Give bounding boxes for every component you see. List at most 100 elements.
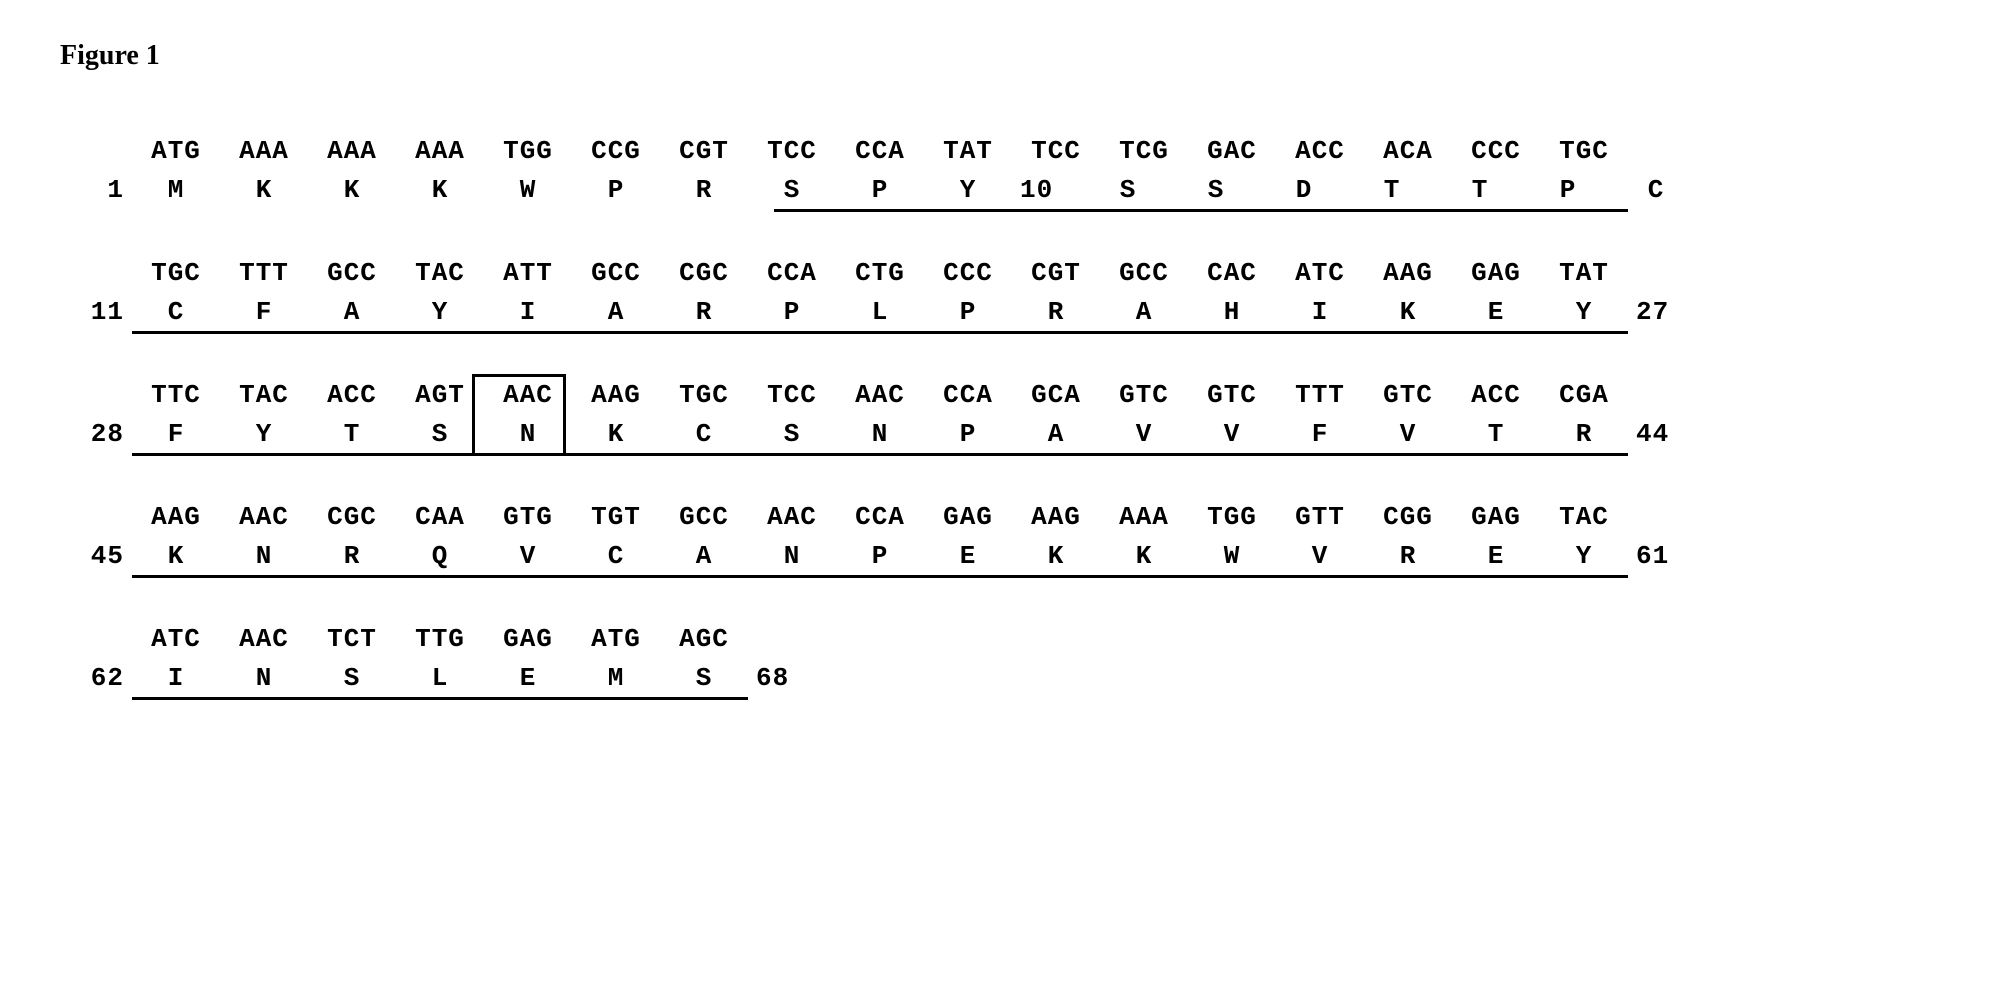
aa-cell: R: [660, 171, 748, 210]
aa-cell: W: [484, 171, 572, 210]
left-position-number: 28: [60, 415, 132, 454]
aa-cell: P: [924, 415, 1012, 454]
right-position-number: 27: [1628, 293, 1700, 332]
codon-cell: GTT: [1276, 498, 1364, 537]
codon-cell: TGC: [132, 254, 220, 293]
codon-cell: CAA: [396, 498, 484, 537]
codon-cell: GTG: [484, 498, 572, 537]
codon-cell: TTT: [1276, 376, 1364, 415]
sequence-row: ATCAACTCTTTGGAGATGAGC62INSLEMS68: [60, 620, 1948, 698]
aa-cells: INSLEMS68: [132, 659, 820, 698]
highlight-box: [472, 374, 566, 456]
codon-cell: CTG: [836, 254, 924, 293]
codon-cell: CCC: [924, 254, 1012, 293]
codon-cell: TCT: [308, 620, 396, 659]
codon-cell: AAG: [1012, 498, 1100, 537]
codon-cell: TAT: [1540, 254, 1628, 293]
codon-cell: ATG: [572, 620, 660, 659]
codon-line: ATCAACTCTTTGGAGATGAGC: [60, 620, 1948, 659]
aa-cell: I: [484, 293, 572, 332]
codon-cell: AAG: [132, 498, 220, 537]
codon-cell: GAG: [484, 620, 572, 659]
aa-line: 62INSLEMS68: [60, 659, 1948, 698]
codon-cell: CGT: [660, 132, 748, 171]
codon-cell: AAG: [1364, 254, 1452, 293]
codon-line: ATGAAAAAAAAATGGCCGCGTTCCCCATATTCCTCGGACA…: [60, 132, 1948, 171]
aa-cell: I: [132, 659, 220, 698]
aa-cell: P: [924, 293, 1012, 332]
aa-line: 11CFAYIARPLPRAHIKEY27: [60, 293, 1948, 332]
codon-cell: TAC: [220, 376, 308, 415]
aa-cell: E: [924, 537, 1012, 576]
codon-cell: AAA: [220, 132, 308, 171]
aa-cell: E: [1452, 537, 1540, 576]
aa-cell: Y: [924, 171, 1012, 210]
aa-cell: Q: [396, 537, 484, 576]
codon-cell: AAA: [396, 132, 484, 171]
sequence-underline: [132, 453, 1628, 456]
aa-cell: R: [1540, 415, 1628, 454]
codon-cell: CGG: [1364, 498, 1452, 537]
aa-cell: Y: [1540, 293, 1628, 332]
codon-cell: AAA: [1100, 498, 1188, 537]
aa-cell: M: [572, 659, 660, 698]
aa-cell: M: [132, 171, 220, 210]
aa-cell: V: [1276, 537, 1364, 576]
aa-cell: K: [132, 537, 220, 576]
codon-cells: TGCTTTGCCTACATTGCCCGCCCACTGCCCCGTGCCCACA…: [132, 254, 1628, 293]
figure-title: Figure 1: [60, 40, 1948, 72]
left-position-number: 62: [60, 659, 132, 698]
sequence-row: TTCTACACCAGTAACAAGTGCTCCAACCCAGCAGTCGTCT…: [60, 376, 1948, 454]
aa-cell: T: [1436, 171, 1524, 210]
aa-cells: KNRQVCANPEKKWVREY61: [132, 537, 1700, 576]
codon-cell: TTT: [220, 254, 308, 293]
codon-cell: TAT: [924, 132, 1012, 171]
codon-cell: CCC: [1452, 132, 1540, 171]
aa-cell: Y: [396, 293, 484, 332]
codon-cell: ACC: [1452, 376, 1540, 415]
codon-cell: TTC: [132, 376, 220, 415]
left-position-number: 1: [60, 171, 132, 210]
aa-cell: N: [220, 537, 308, 576]
aa-cell: P: [748, 293, 836, 332]
aa-cell: A: [1012, 415, 1100, 454]
aa-cells: MKKKWPRSPY10SSDTTPC: [132, 171, 1700, 210]
right-position-number: 44: [1628, 415, 1700, 454]
aa-cell: S: [1084, 171, 1172, 210]
aa-cell: S: [748, 171, 836, 210]
codon-cells: ATGAAAAAAAAATGGCCGCGTTCCCCATATTCCTCGGACA…: [132, 132, 1628, 171]
codon-cell: GCC: [572, 254, 660, 293]
codon-cell: CGT: [1012, 254, 1100, 293]
codon-cell: GAG: [1452, 254, 1540, 293]
codon-cell: GTC: [1364, 376, 1452, 415]
aa-cell: P: [1524, 171, 1612, 210]
codon-cell: TAC: [1540, 498, 1628, 537]
left-position-number: 11: [60, 293, 132, 332]
codon-cell: AAC: [220, 620, 308, 659]
codon-cell: ACC: [1276, 132, 1364, 171]
aa-cell: T: [1452, 415, 1540, 454]
aa-line: 45KNRQVCANPEKKWVREY61: [60, 537, 1948, 576]
aa-cell: A: [1100, 293, 1188, 332]
aa-cell: S: [1172, 171, 1260, 210]
codon-cell: TGG: [1188, 498, 1276, 537]
aa-cell: L: [396, 659, 484, 698]
codon-cell: TTG: [396, 620, 484, 659]
codon-cell: TGT: [572, 498, 660, 537]
codon-cell: GCC: [308, 254, 396, 293]
codon-line: TTCTACACCAGTAACAAGTGCTCCAACCCAGCAGTCGTCT…: [60, 376, 1948, 415]
aa-cell: E: [1452, 293, 1540, 332]
aa-cell: V: [484, 537, 572, 576]
codon-cells: TTCTACACCAGTAACAAGTGCTCCAACCCAGCAGTCGTCT…: [132, 376, 1628, 415]
codon-cell: TCC: [1012, 132, 1100, 171]
codon-cell: GCA: [1012, 376, 1100, 415]
sequence-row: TGCTTTGCCTACATTGCCCGCCCACTGCCCCGTGCCCACA…: [60, 254, 1948, 332]
codon-cell: TCC: [748, 376, 836, 415]
codon-cell: TGC: [1540, 132, 1628, 171]
aa-line: 1MKKKWPRSPY10SSDTTPC: [60, 171, 1948, 210]
codon-cell: CCA: [924, 376, 1012, 415]
codon-line: TGCTTTGCCTACATTGCCCGCCCACTGCCCCGTGCCCACA…: [60, 254, 1948, 293]
codon-cell: GTC: [1188, 376, 1276, 415]
codon-cell: ATG: [132, 132, 220, 171]
aa-cell: T: [1348, 171, 1436, 210]
